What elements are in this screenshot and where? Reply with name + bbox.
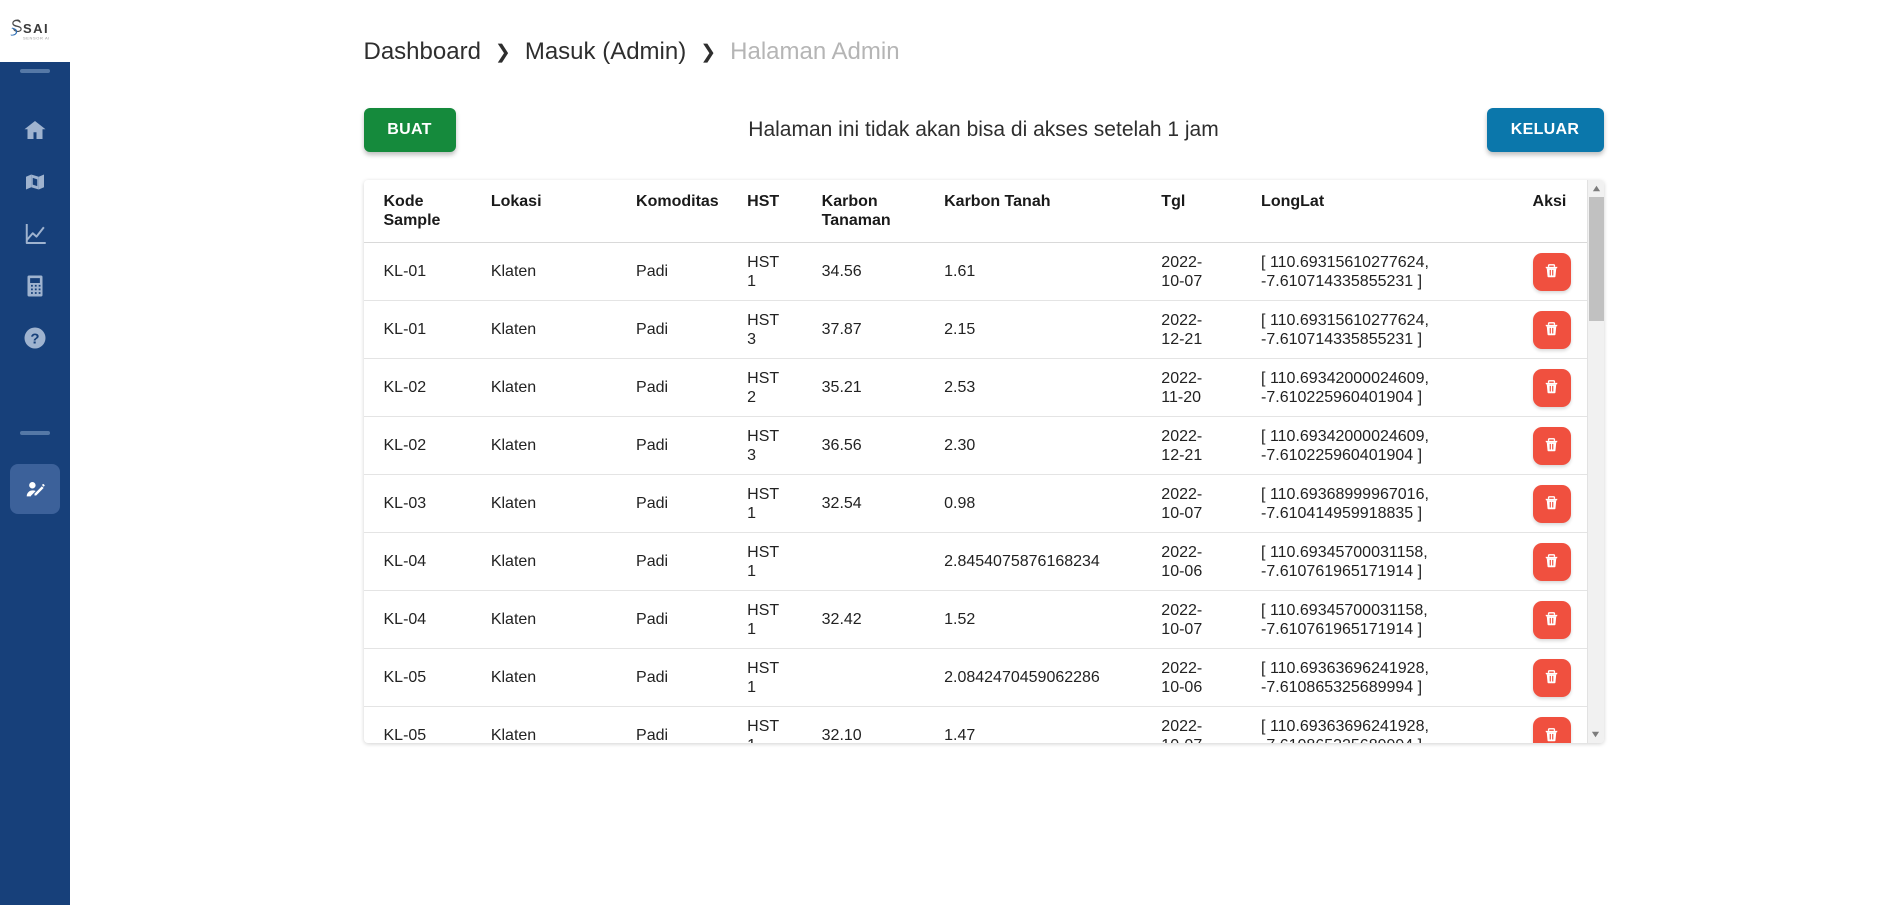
svg-text:SAI: SAI [23, 21, 49, 36]
svg-text:?: ? [30, 330, 39, 347]
svg-text:SENSOR AI: SENSOR AI [23, 36, 50, 41]
